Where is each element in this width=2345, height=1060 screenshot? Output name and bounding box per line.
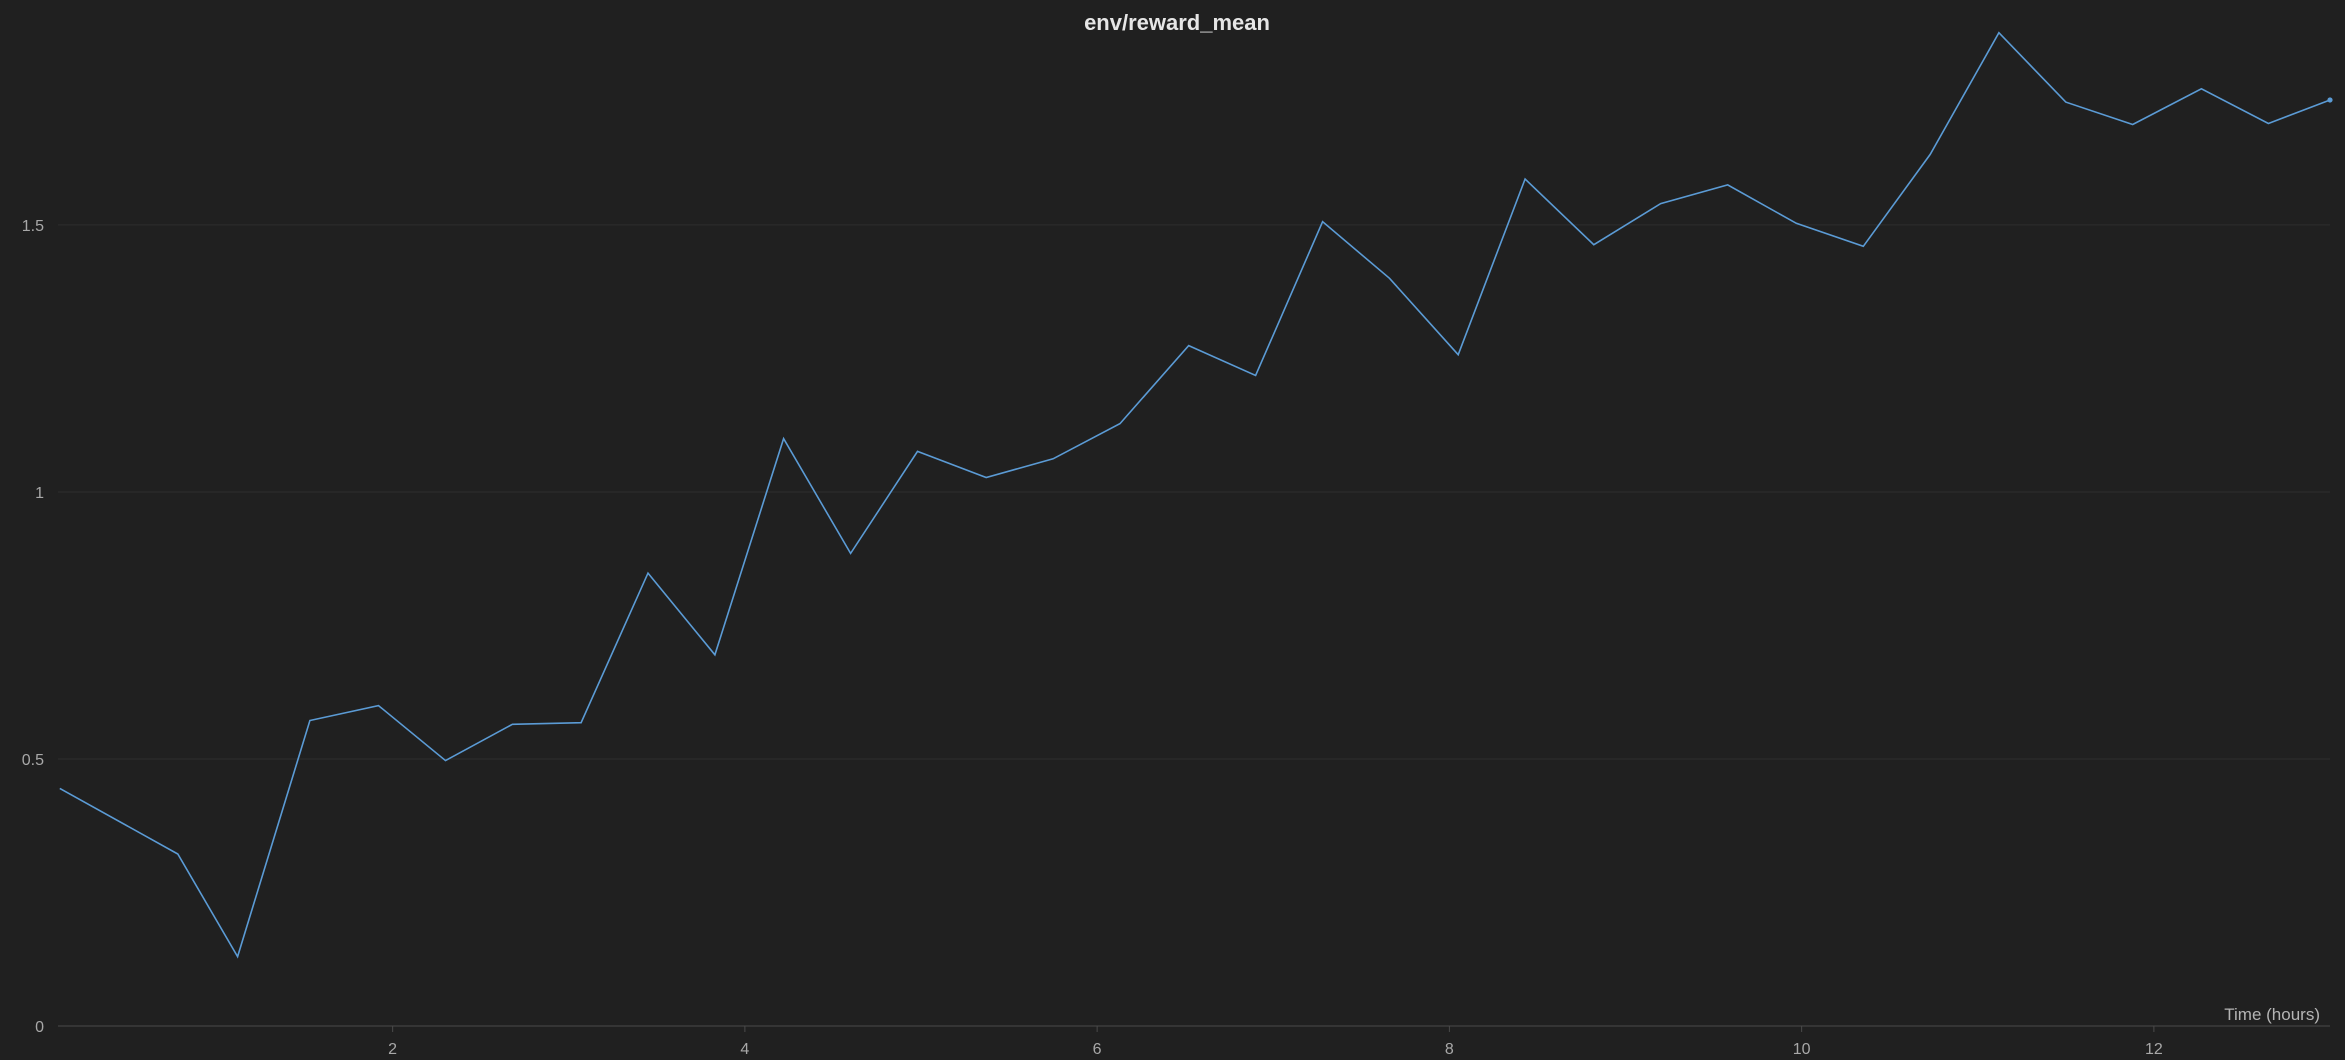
y-axis-ticks: 0 0.5 1 1.5 (22, 218, 44, 1036)
series-point (378, 705, 380, 707)
series-point (177, 853, 179, 855)
series-point (237, 956, 239, 958)
series-point (850, 552, 852, 554)
chart-title: env/reward_mean (1084, 10, 1270, 35)
y-tick-label: 1 (35, 485, 44, 502)
series-point (1862, 245, 1864, 247)
series-point (1998, 32, 2000, 34)
series-point (1119, 423, 1121, 425)
series-point (580, 722, 582, 724)
series-point (1593, 244, 1595, 246)
series-point (2065, 101, 2067, 103)
series-point (1727, 184, 1729, 186)
series-point (511, 723, 513, 725)
series-point (1524, 178, 1526, 180)
x-tick-label: 4 (740, 1041, 749, 1058)
series-point (1188, 345, 1190, 347)
series-point (444, 760, 446, 762)
x-tick-label: 12 (2145, 1041, 2163, 1058)
y-tick-label: 1.5 (22, 218, 44, 235)
y-tick-label: 0 (35, 1019, 44, 1036)
x-tick-label: 6 (1093, 1041, 1102, 1058)
x-tick-label: 8 (1445, 1041, 1454, 1058)
series-point (2200, 88, 2202, 90)
series-point (714, 654, 716, 656)
series-point (59, 787, 61, 789)
series-point (985, 477, 987, 479)
series-point (1255, 375, 1257, 377)
series-line (59, 31, 2331, 959)
x-axis-ticks: 2 4 6 8 10 12 (388, 1026, 2163, 1058)
x-axis-label: Time (hours) (2224, 1005, 2320, 1024)
series-point (1388, 277, 1390, 279)
series-point (1929, 153, 1931, 155)
series-point (916, 450, 918, 452)
series-point (309, 720, 311, 722)
series-point (2132, 124, 2134, 126)
series-point (783, 438, 785, 440)
series-point (1322, 221, 1324, 223)
series-layer (59, 31, 2333, 959)
x-tick-label: 10 (1793, 1041, 1811, 1058)
series-point (2267, 122, 2269, 124)
series-point (1795, 222, 1797, 224)
series-point (647, 572, 649, 574)
series-end-point (2327, 97, 2333, 103)
series-point (1052, 458, 1054, 460)
series-point (1457, 354, 1459, 356)
y-tick-label: 0.5 (22, 752, 44, 769)
gridlines (58, 224, 2330, 760)
x-tick-label: 2 (388, 1041, 397, 1058)
series-point (1660, 203, 1662, 205)
